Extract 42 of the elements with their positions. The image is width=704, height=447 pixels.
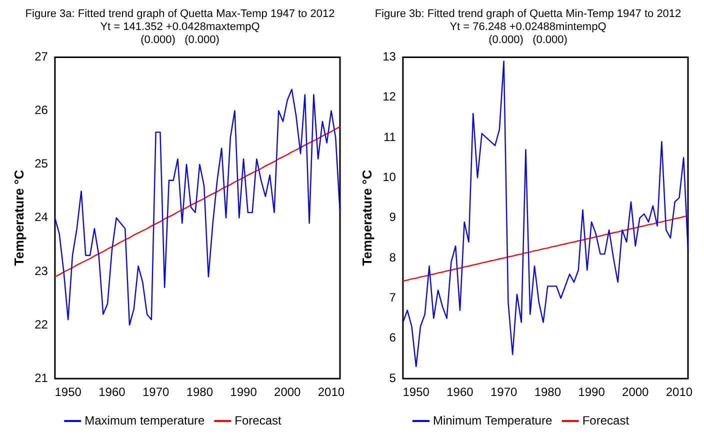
x-tick-label: 1960: [446, 385, 474, 400]
y-axis-title: Temperature °C: [11, 169, 26, 266]
y-tick-label: 6: [389, 330, 396, 345]
y-tick-label: 8: [389, 250, 396, 264]
y-tick-label: 22: [34, 317, 48, 332]
x-tick-label: 2000: [274, 385, 302, 400]
legend-label: Forecast: [582, 413, 630, 428]
y-tick-label: 27: [34, 50, 48, 64]
x-tick-label: 1960: [98, 385, 126, 400]
chart-title: Figure 3a: Fitted trend graph of Quetta Max-Temp 1947 to 2012: [24, 8, 336, 21]
chart-subtitle: Yt = 76.248 +0.02488mintempQ: [448, 21, 608, 34]
x-tick-label: 1950: [402, 385, 430, 400]
y-tick-label: 9: [389, 210, 396, 224]
y-tick-label: 10: [382, 170, 396, 184]
x-tick-label: 1950: [54, 385, 82, 400]
y-tick-label: 12: [382, 90, 396, 104]
x-tick-label: 1970: [142, 385, 170, 400]
y-tick-label: 13: [382, 50, 396, 64]
x-tick-label: 1980: [534, 385, 562, 400]
y-tick-label: 21: [34, 370, 48, 385]
y-tick-label: 5: [389, 370, 396, 385]
chart-title: Figure 3b: Fitted trend graph of Quetta Min-Temp 1947 to 2012: [374, 8, 682, 21]
y-tick-label: 25: [34, 156, 48, 171]
y-tick-label: 26: [34, 103, 48, 118]
legend-label: Minimum Temperature: [432, 413, 552, 428]
x-tick-label: 2010: [666, 385, 693, 400]
y-axis-title: Temperature °C: [359, 169, 374, 266]
y-tick-label: 24: [34, 210, 48, 224]
x-tick-label: 1990: [578, 385, 606, 400]
text: (0.000) (0.000): [140, 34, 220, 47]
text: (0.000) (0.000): [488, 34, 568, 47]
legend-label: Forecast: [234, 413, 282, 428]
x-tick-label: 1980: [186, 385, 214, 400]
legend-label: Maximum temperature: [84, 413, 206, 428]
x-tick-label: 1970: [490, 385, 518, 400]
y-tick-label: 23: [34, 264, 48, 278]
chart-subtitle: Yt = 141.352 +0.0428maxtempQ: [99, 21, 261, 34]
x-tick-label: 1990: [230, 385, 258, 400]
y-tick-label: 11: [383, 130, 396, 144]
x-tick-label: 2010: [318, 385, 345, 400]
x-tick-label: 2000: [622, 385, 650, 400]
y-tick-label: 7: [389, 290, 396, 305]
